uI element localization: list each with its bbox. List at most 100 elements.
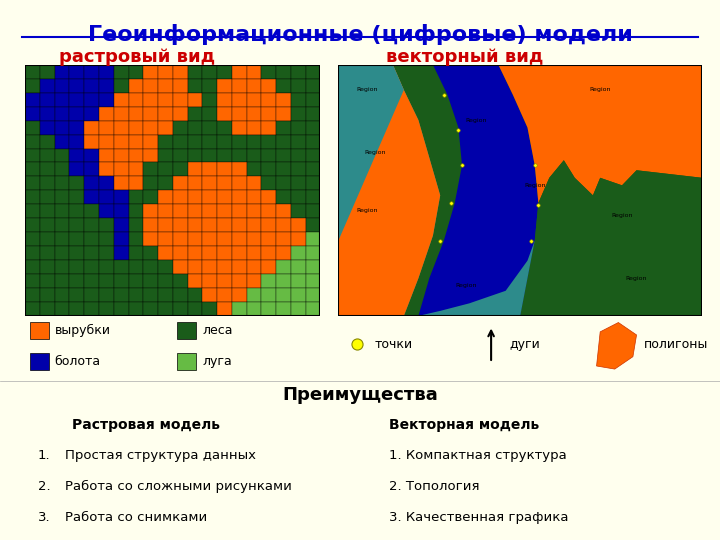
- Bar: [187, 260, 202, 274]
- Bar: [55, 232, 69, 246]
- Bar: [202, 260, 217, 274]
- Bar: [25, 204, 40, 218]
- Polygon shape: [418, 65, 539, 316]
- Bar: [25, 93, 40, 106]
- Bar: [246, 177, 261, 191]
- Bar: [187, 191, 202, 204]
- Bar: [55, 218, 69, 232]
- Bar: [305, 148, 320, 163]
- Bar: [232, 134, 246, 149]
- Bar: [246, 260, 261, 274]
- Bar: [217, 65, 232, 79]
- Bar: [40, 65, 55, 79]
- Bar: [261, 177, 276, 191]
- Bar: [84, 65, 99, 79]
- Bar: [128, 65, 143, 79]
- Bar: [232, 288, 246, 302]
- Bar: [158, 260, 173, 274]
- Bar: [187, 274, 202, 288]
- Bar: [261, 246, 276, 260]
- Bar: [84, 218, 99, 232]
- Text: Region: Region: [590, 87, 611, 92]
- Bar: [143, 107, 158, 120]
- Bar: [276, 274, 291, 288]
- Bar: [143, 177, 158, 191]
- Bar: [305, 93, 320, 106]
- Bar: [261, 288, 276, 302]
- Bar: [202, 163, 217, 177]
- Bar: [128, 148, 143, 163]
- Bar: [84, 107, 99, 120]
- Bar: [291, 232, 305, 246]
- Bar: [55, 120, 69, 134]
- Bar: [143, 148, 158, 163]
- Bar: [84, 93, 99, 106]
- Bar: [232, 274, 246, 288]
- Bar: [232, 232, 246, 246]
- Bar: [84, 148, 99, 163]
- Bar: [291, 191, 305, 204]
- Bar: [261, 232, 276, 246]
- Bar: [276, 191, 291, 204]
- Bar: [25, 274, 40, 288]
- Bar: [69, 79, 84, 93]
- Bar: [128, 260, 143, 274]
- Bar: [158, 79, 173, 93]
- Text: Region: Region: [524, 183, 546, 188]
- Bar: [232, 260, 246, 274]
- Bar: [305, 288, 320, 302]
- Bar: [291, 246, 305, 260]
- Bar: [187, 232, 202, 246]
- Bar: [173, 107, 187, 120]
- Bar: [143, 232, 158, 246]
- Bar: [158, 218, 173, 232]
- Text: дуги: дуги: [509, 338, 540, 351]
- Bar: [202, 177, 217, 191]
- Text: 2. Топология: 2. Топология: [389, 480, 480, 493]
- Bar: [305, 232, 320, 246]
- Bar: [187, 163, 202, 177]
- Bar: [158, 274, 173, 288]
- Bar: [291, 93, 305, 106]
- Bar: [25, 218, 40, 232]
- Bar: [291, 65, 305, 79]
- Bar: [143, 191, 158, 204]
- Bar: [25, 260, 40, 274]
- Bar: [217, 288, 232, 302]
- Bar: [84, 260, 99, 274]
- Bar: [128, 93, 143, 106]
- Bar: [173, 246, 187, 260]
- Bar: [187, 204, 202, 218]
- Bar: [25, 120, 40, 134]
- Bar: [40, 163, 55, 177]
- Bar: [99, 177, 114, 191]
- Bar: [99, 65, 114, 79]
- Bar: [69, 274, 84, 288]
- Bar: [261, 134, 276, 149]
- Bar: [232, 107, 246, 120]
- Bar: [187, 302, 202, 316]
- Bar: [143, 274, 158, 288]
- Bar: [217, 163, 232, 177]
- Bar: [25, 163, 40, 177]
- Bar: [305, 107, 320, 120]
- Bar: [177, 353, 197, 370]
- Bar: [202, 134, 217, 149]
- Bar: [187, 288, 202, 302]
- Bar: [114, 288, 129, 302]
- Bar: [232, 302, 246, 316]
- Bar: [158, 120, 173, 134]
- Bar: [291, 274, 305, 288]
- Bar: [187, 148, 202, 163]
- Bar: [276, 93, 291, 106]
- Bar: [143, 163, 158, 177]
- Bar: [291, 148, 305, 163]
- Bar: [84, 163, 99, 177]
- Bar: [158, 93, 173, 106]
- Bar: [158, 134, 173, 149]
- Bar: [217, 302, 232, 316]
- Bar: [69, 65, 84, 79]
- Bar: [261, 79, 276, 93]
- Bar: [40, 134, 55, 149]
- Bar: [261, 148, 276, 163]
